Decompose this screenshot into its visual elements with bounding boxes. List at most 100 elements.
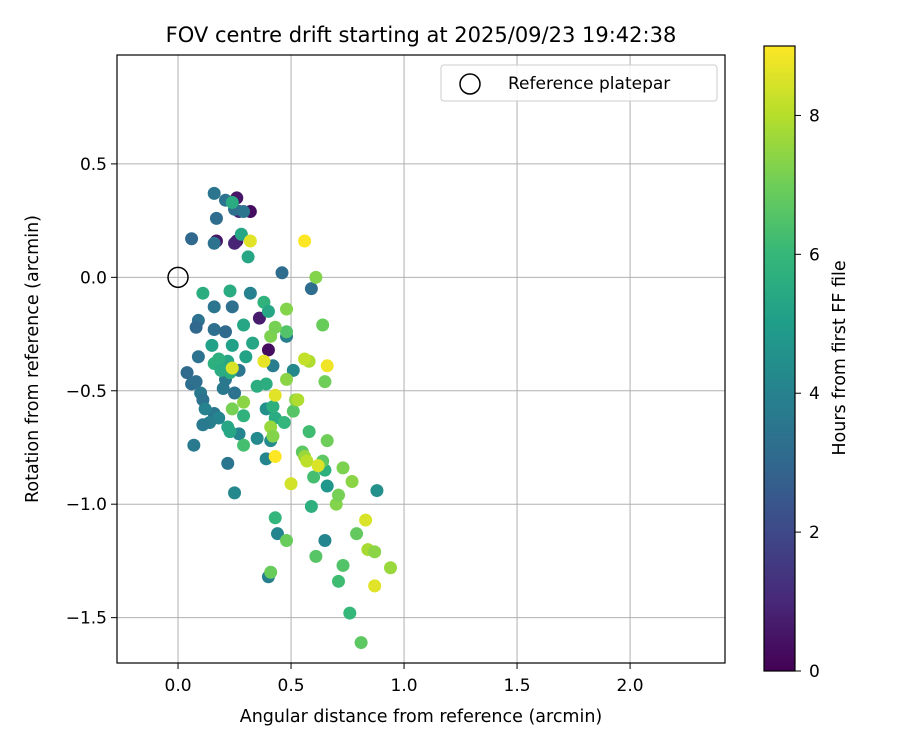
data-point xyxy=(280,302,294,316)
data-point xyxy=(318,375,332,389)
data-point xyxy=(189,320,203,334)
colorbar: 0 2 4 6 8 Hours from first FF file xyxy=(763,45,850,682)
data-point xyxy=(243,286,257,300)
data-point xyxy=(198,402,212,416)
data-point xyxy=(237,395,251,409)
data-point xyxy=(216,381,230,395)
data-point xyxy=(286,404,300,418)
data-point xyxy=(207,300,221,314)
data-point xyxy=(332,574,346,588)
data-point xyxy=(359,513,373,527)
colorbar-ticks: 0 2 4 6 8 xyxy=(795,106,820,682)
x-tick-label: 0.0 xyxy=(165,676,192,696)
plot-frame xyxy=(116,54,726,664)
colorbar-tick-label: 6 xyxy=(809,245,820,265)
x-axis-label: Angular distance from reference (arcmin) xyxy=(240,707,603,727)
data-point xyxy=(383,561,397,575)
data-point xyxy=(237,205,251,219)
data-point xyxy=(191,350,205,364)
grid xyxy=(117,55,725,663)
data-point xyxy=(257,354,271,368)
legend-box xyxy=(440,64,718,102)
colorbar-label: Hours from first FF file xyxy=(830,260,850,455)
x-axis-ticks: 0.0 0.5 1.0 1.5 2.0 xyxy=(165,663,644,696)
data-point xyxy=(187,438,201,452)
data-point xyxy=(196,286,210,300)
data-point xyxy=(266,429,280,443)
x-tick-label: 0.5 xyxy=(278,676,305,696)
data-point xyxy=(243,234,257,248)
data-point xyxy=(268,320,282,334)
reference-platepar-marker xyxy=(167,266,189,289)
data-point xyxy=(298,234,312,248)
data-point xyxy=(311,459,325,473)
data-point xyxy=(354,636,368,650)
legend-marker-icon xyxy=(459,73,481,95)
data-point xyxy=(237,409,251,423)
y-tick-label: −1.5 xyxy=(66,609,107,629)
data-point xyxy=(370,484,384,498)
data-point xyxy=(318,533,332,547)
data-point xyxy=(280,533,294,547)
data-point xyxy=(268,450,282,464)
data-point xyxy=(332,488,346,502)
data-point xyxy=(298,352,312,366)
data-point xyxy=(205,338,219,352)
x-tick-label: 2.0 xyxy=(617,676,644,696)
data-point xyxy=(300,454,314,468)
x-tick-label: 1.0 xyxy=(391,676,418,696)
data-point xyxy=(280,372,294,386)
data-point xyxy=(261,304,275,318)
data-point xyxy=(225,402,239,416)
data-point xyxy=(275,266,289,280)
data-point xyxy=(368,545,382,559)
data-point xyxy=(225,338,239,352)
data-point xyxy=(223,284,237,298)
data-point xyxy=(239,350,253,364)
legend-entry-label: Reference platepar xyxy=(508,74,670,94)
colorbar-tick-label: 4 xyxy=(809,384,820,404)
data-point xyxy=(302,425,316,439)
data-point xyxy=(228,236,242,250)
data-point xyxy=(225,361,239,375)
plot-area xyxy=(117,55,725,663)
data-point xyxy=(237,438,251,452)
data-point xyxy=(336,558,350,572)
data-point xyxy=(304,499,318,513)
data-point xyxy=(336,461,350,475)
data-point xyxy=(291,393,305,407)
data-point xyxy=(250,379,264,393)
chart-title: FOV centre drift starting at 2025/09/23 … xyxy=(166,23,677,47)
y-axis-label: Rotation from reference (arcmin) xyxy=(23,215,43,503)
data-point xyxy=(309,549,323,563)
data-point xyxy=(241,250,255,264)
data-point xyxy=(261,343,275,357)
data-point xyxy=(252,311,266,325)
data-point xyxy=(270,527,284,541)
data-point xyxy=(304,282,318,296)
data-point xyxy=(218,325,232,339)
data-point xyxy=(185,232,199,246)
data-point xyxy=(264,565,278,579)
colorbar-tick-label: 0 xyxy=(809,662,820,682)
data-point xyxy=(228,486,242,500)
data-point xyxy=(266,400,280,414)
data-point xyxy=(350,527,364,541)
y-tick-label: 0.0 xyxy=(80,268,107,288)
data-point xyxy=(320,434,334,448)
data-point xyxy=(189,375,203,389)
data-point xyxy=(309,270,323,284)
data-point xyxy=(286,363,300,377)
x-tick-label: 1.5 xyxy=(504,676,531,696)
data-point xyxy=(225,195,239,209)
data-point xyxy=(368,579,382,593)
data-point xyxy=(268,388,282,402)
data-point xyxy=(277,416,291,430)
data-point xyxy=(209,211,223,225)
data-point xyxy=(316,318,330,332)
scatter-points xyxy=(180,186,397,650)
data-point xyxy=(268,511,282,525)
data-point xyxy=(343,606,357,620)
data-point xyxy=(307,470,321,484)
data-point xyxy=(180,366,194,380)
